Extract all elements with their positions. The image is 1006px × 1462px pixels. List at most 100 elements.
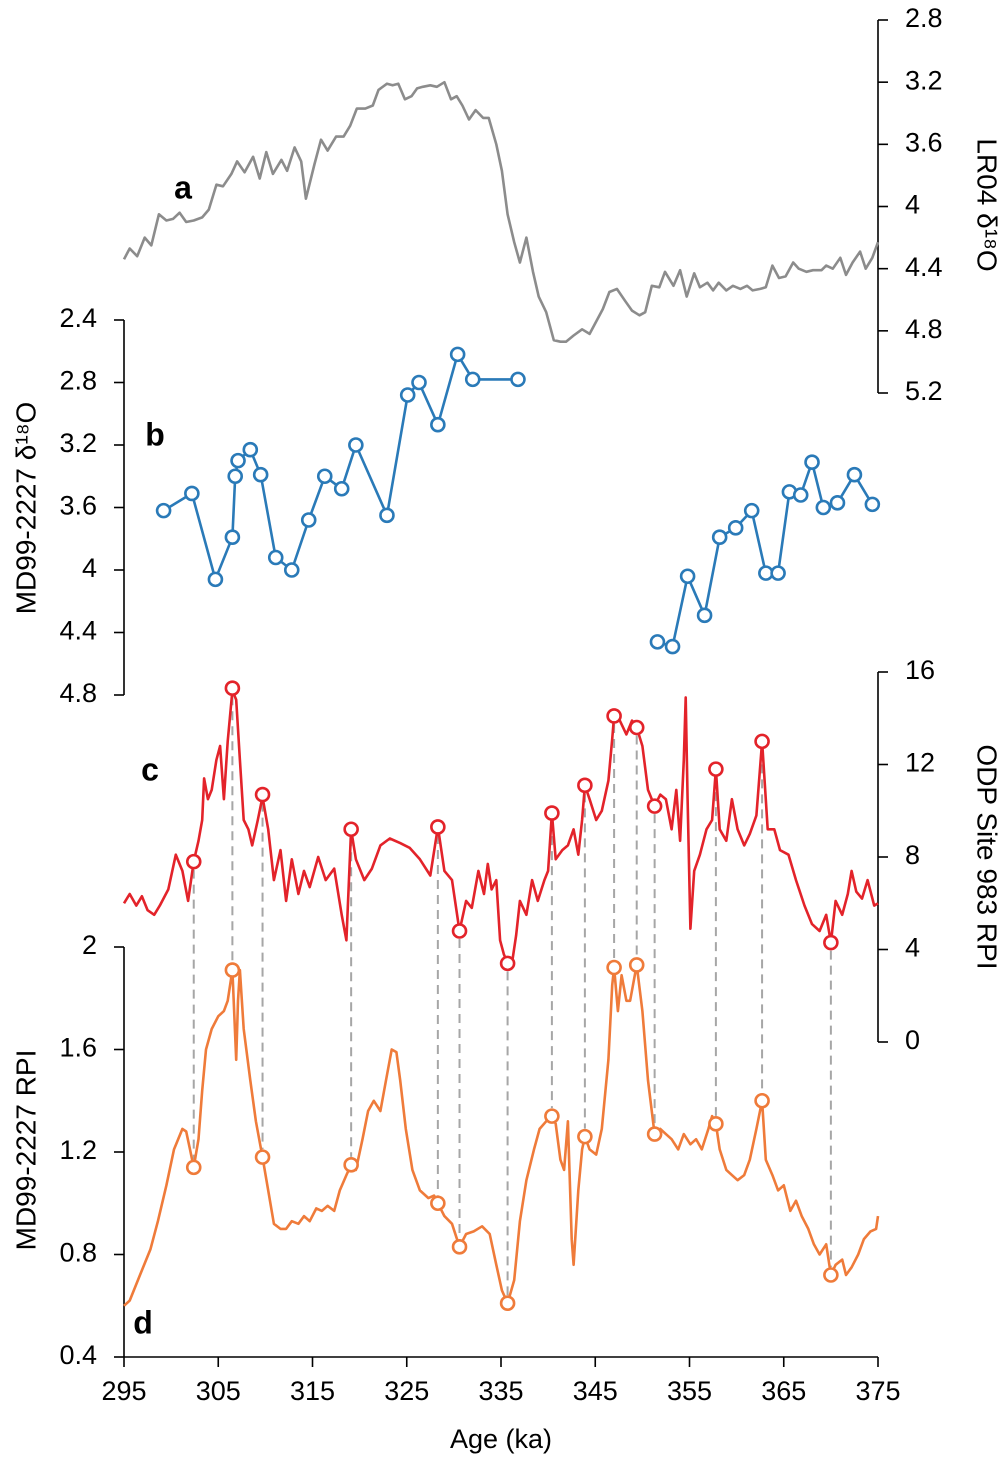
- data-point: [708, 761, 724, 777]
- x-tick-label: 375: [855, 1376, 900, 1406]
- data-line: [122, 80, 880, 343]
- data-point: [242, 441, 259, 458]
- data-point: [577, 1128, 593, 1145]
- data-point: [696, 607, 713, 624]
- data-point: [499, 955, 516, 972]
- y-axis-label: MD99-2227 δ¹⁸O: [10, 402, 41, 615]
- data-point: [316, 468, 333, 485]
- x-tick-label: 315: [290, 1376, 335, 1406]
- data-point: [224, 529, 241, 545]
- y-tick-label: 3.2: [905, 65, 943, 95]
- y-tick-label: 0: [905, 1025, 920, 1055]
- y-tick-label: 2.8: [59, 366, 97, 396]
- y-tick-label: 0.8: [59, 1238, 97, 1268]
- x-tick-label: 355: [667, 1376, 712, 1406]
- panel-label: b: [145, 416, 165, 452]
- x-tick-label: 305: [196, 1376, 241, 1406]
- y-tick-label: 2.8: [905, 3, 943, 33]
- data-point: [430, 1195, 446, 1212]
- data-point: [754, 733, 770, 750]
- data-point: [254, 1149, 271, 1165]
- y-tick-label: 3.6: [905, 127, 943, 157]
- data-point: [804, 454, 820, 470]
- data-point: [430, 416, 446, 433]
- y-tick-label: 4: [905, 190, 920, 220]
- data-point: [227, 468, 244, 485]
- data-point: [544, 805, 560, 821]
- data-point: [185, 1159, 202, 1176]
- data-point: [254, 786, 271, 803]
- y-tick-label: 2.4: [59, 303, 97, 333]
- data-point: [664, 638, 681, 655]
- panel-label: c: [141, 751, 159, 787]
- x-tick-label: 325: [384, 1376, 429, 1406]
- y-tick-label: 4.4: [59, 616, 97, 646]
- data-line: [123, 963, 880, 1307]
- data-point: [252, 466, 269, 483]
- data-point: [348, 437, 364, 453]
- y-axis-label: LR04 δ¹⁸O: [972, 138, 1003, 271]
- data-point: [544, 1108, 560, 1124]
- y-tick-label: 0.4: [59, 1340, 97, 1370]
- data-point: [606, 959, 622, 976]
- data-point: [207, 571, 224, 588]
- y-tick-label: 1.2: [59, 1135, 97, 1165]
- data-point: [300, 512, 317, 528]
- y-tick-label: 3.2: [59, 428, 97, 458]
- data-point: [708, 1116, 724, 1132]
- data-point: [267, 549, 284, 566]
- data-point: [829, 495, 846, 511]
- y-tick-label: 5.2: [905, 376, 943, 406]
- x-tick-label: 345: [573, 1376, 618, 1406]
- data-point: [224, 680, 241, 696]
- data-point: [649, 634, 666, 650]
- data-point: [343, 1157, 359, 1173]
- y-tick-label: 4.8: [59, 678, 97, 708]
- data-point: [343, 821, 359, 838]
- data-point: [679, 568, 696, 585]
- data-point: [646, 1126, 663, 1142]
- data-point: [823, 934, 839, 951]
- data-point: [628, 719, 645, 736]
- y-tick-label: 4.8: [905, 314, 943, 344]
- x-axis-label: Age (ka): [450, 1424, 552, 1454]
- data-point: [577, 777, 593, 794]
- data-point: [184, 485, 200, 502]
- data-point: [770, 565, 786, 581]
- data-point: [864, 496, 881, 513]
- y-tick-label: 8: [905, 840, 920, 870]
- data-point: [449, 346, 466, 363]
- data-point: [727, 520, 744, 536]
- data-point: [155, 502, 172, 519]
- data-point: [411, 374, 427, 391]
- data-point: [846, 466, 863, 483]
- y-axis-label: ODP Site 983 RPI: [972, 744, 1003, 969]
- y-tick-label: 4: [82, 553, 97, 583]
- data-point: [815, 499, 832, 516]
- y-tick-label: 12: [905, 748, 935, 778]
- data-point: [283, 562, 300, 578]
- data-point: [711, 529, 728, 545]
- data-point: [792, 487, 809, 503]
- data-point: [333, 480, 350, 497]
- panel-label: a: [174, 169, 192, 205]
- data-point: [754, 1092, 770, 1109]
- data-point: [430, 819, 446, 835]
- x-tick-label: 365: [761, 1376, 806, 1406]
- y-tick-label: 16: [905, 655, 935, 685]
- data-point: [743, 502, 760, 519]
- data-line: [657, 460, 874, 648]
- data-point: [451, 1239, 468, 1255]
- x-tick-label: 295: [101, 1376, 146, 1406]
- data-point: [185, 853, 202, 870]
- data-line: [122, 689, 879, 965]
- data-point: [646, 798, 663, 814]
- data-point: [606, 708, 622, 724]
- data-point: [224, 962, 241, 978]
- y-tick-label: 2: [82, 930, 97, 960]
- data-point: [399, 387, 416, 403]
- data-line: [162, 353, 518, 581]
- data-point: [230, 452, 246, 469]
- y-tick-label: 4.4: [905, 252, 943, 282]
- panel-label: d: [133, 1304, 153, 1340]
